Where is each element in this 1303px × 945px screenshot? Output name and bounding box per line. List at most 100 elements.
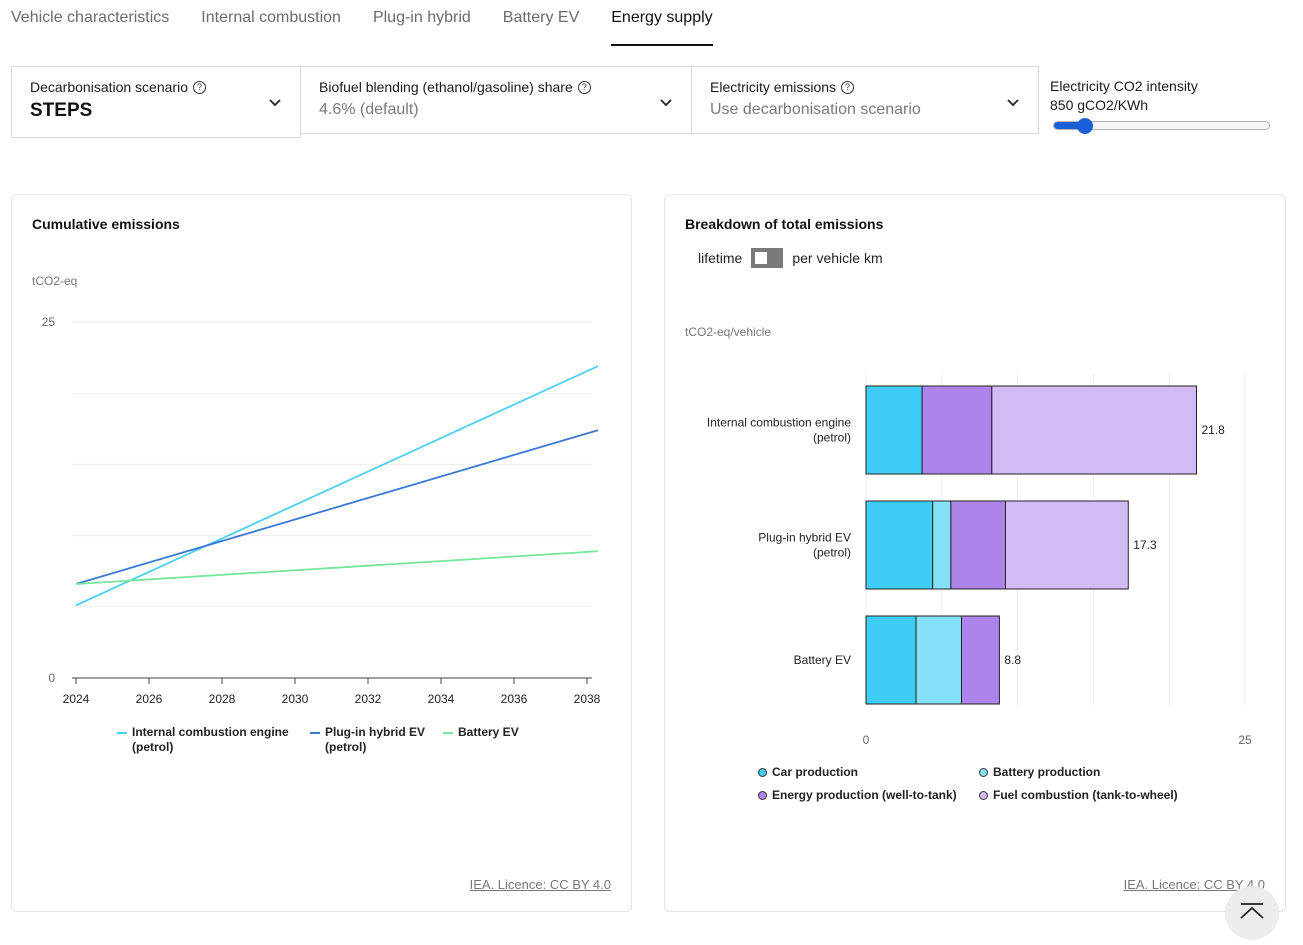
- co2-intensity-label: Electricity CO2 intensity: [1050, 78, 1198, 94]
- bar-segment-energy-production: [950, 500, 1006, 590]
- tab-plug-in-hybrid[interactable]: Plug-in hybrid: [372, 9, 471, 26]
- legend-swatch: [758, 768, 767, 777]
- legend-item-phev[interactable]: Plug-in hybrid EV (petrol): [310, 725, 435, 755]
- legend-swatch: [979, 768, 988, 777]
- toggle-label-lifetime: lifetime: [698, 250, 743, 266]
- biofuel-dropdown[interactable]: Biofuel blending (ethanol/gasoline) shar…: [301, 66, 692, 134]
- electricity-emissions-value: Use decarbonisation scenario: [710, 101, 921, 118]
- legend-swatch: [443, 732, 453, 734]
- lifetime-toggle-row: lifetime per vehicle km: [698, 248, 883, 268]
- y-tick-label: 25: [42, 315, 56, 329]
- x-tick-label: 2026: [136, 692, 163, 706]
- x-tick-label: 2024: [63, 692, 90, 706]
- legend-item-ice[interactable]: Internal combustion engine (petrol): [117, 725, 297, 755]
- electricity-emissions-label: Electricity emissions: [710, 79, 837, 95]
- legend-item-energy-production[interactable]: Energy production (well-to-tank): [758, 788, 957, 803]
- scenario-dropdown[interactable]: Decarbonisation scenario ? STEPS: [11, 66, 301, 138]
- x-tick-label: 2028: [209, 692, 236, 706]
- bar-chart-legend: Car production Battery production Energy…: [665, 763, 1287, 807]
- legend-item-bev[interactable]: Battery EV: [443, 725, 543, 740]
- legend-swatch: [117, 732, 127, 734]
- info-circle-icon[interactable]: ?: [841, 80, 855, 94]
- bar-segment-battery-production: [932, 500, 952, 590]
- slider-fill: [1054, 122, 1083, 129]
- bar-segment-car-production: [865, 500, 934, 590]
- bar-total-label: 21.8: [1201, 423, 1225, 437]
- x-tick-label: 2034: [428, 692, 455, 706]
- tab-battery-ev[interactable]: Battery EV: [502, 9, 580, 26]
- controls-row: Decarbonisation scenario ? STEPS Biofuel…: [11, 66, 1039, 138]
- series-line-ice: [75, 365, 599, 607]
- x-tick-label: 0: [863, 733, 870, 747]
- x-tick-label: 2032: [355, 692, 382, 706]
- lifetime-per-km-toggle[interactable]: [751, 248, 784, 268]
- x-tick-label: 2030: [282, 692, 309, 706]
- legend-swatch: [310, 732, 320, 734]
- arrow-up-to-top-icon: [1240, 903, 1264, 919]
- legend-item-battery-production[interactable]: Battery production: [979, 765, 1100, 780]
- biofuel-value: 4.6% (default): [319, 101, 419, 118]
- legend-label: Fuel combustion (tank-to-wheel): [993, 788, 1178, 802]
- chart-title: Breakdown of total emissions: [685, 216, 884, 232]
- scenario-value: STEPS: [30, 100, 93, 121]
- bar-segment-fuel-combustion: [991, 385, 1197, 475]
- chart-title: Cumulative emissions: [32, 216, 180, 232]
- legend-item-fuel-combustion[interactable]: Fuel combustion (tank-to-wheel): [979, 788, 1178, 803]
- legend-label: Internal combustion engine (petrol): [132, 725, 289, 754]
- info-circle-icon[interactable]: ?: [192, 80, 206, 94]
- biofuel-label-row: Biofuel blending (ethanol/gasoline) shar…: [319, 79, 673, 95]
- legend-label: Plug-in hybrid EV (petrol): [325, 725, 426, 754]
- legend-swatch: [979, 791, 988, 800]
- co2-intensity-value: 850 gCO2/KWh: [1050, 97, 1149, 113]
- co2-intensity-slider[interactable]: [1053, 121, 1270, 130]
- chevron-down-icon: [660, 99, 672, 107]
- bar-segment-fuel-combustion: [1004, 500, 1129, 590]
- x-axis-unit: tCO2-eq/vehicle: [685, 325, 772, 339]
- biofuel-label: Biofuel blending (ethanol/gasoline) shar…: [319, 79, 573, 95]
- y-axis-unit: tCO2-eq: [32, 274, 78, 288]
- electricity-emissions-dropdown[interactable]: Electricity emissions ? Use decarbonisat…: [692, 66, 1039, 134]
- tab-vehicle-characteristics[interactable]: Vehicle characteristics: [11, 9, 170, 26]
- scenario-label-row: Decarbonisation scenario ?: [30, 79, 282, 95]
- series-line-phev: [75, 429, 599, 585]
- legend-label: Car production: [772, 765, 858, 779]
- category-label: (petrol): [813, 431, 851, 445]
- y-tick-label: 0: [48, 671, 55, 685]
- x-tick-label: 2036: [501, 692, 528, 706]
- line-chart-legend: Internal combustion engine (petrol) Plug…: [12, 724, 633, 764]
- category-label: (petrol): [813, 546, 851, 560]
- cumulative-emissions-card: Cumulative emissions tCO2-eq 25 0 2024 2026…: [11, 194, 632, 912]
- toggle-knob: [755, 252, 768, 264]
- legend-item-car-production[interactable]: Car production: [758, 765, 858, 780]
- bar-segment-car-production: [865, 615, 917, 705]
- series-line-bev: [75, 550, 599, 585]
- category-label: Internal combustion engine: [707, 416, 851, 430]
- bar-segment-energy-production: [961, 615, 1000, 705]
- licence-link[interactable]: IEA. Licence: CC BY 4.0: [1123, 877, 1265, 892]
- legend-swatch: [758, 791, 767, 800]
- x-tick-label: 2038: [574, 692, 601, 706]
- scenario-label: Decarbonisation scenario: [30, 79, 188, 95]
- category-label: Plug-in hybrid EV: [758, 531, 851, 545]
- chevron-down-icon: [1007, 99, 1019, 107]
- slider-thumb[interactable]: [1077, 118, 1094, 134]
- bar-segment-car-production: [865, 385, 923, 475]
- legend-label: Battery EV: [458, 725, 519, 739]
- licence-link[interactable]: IEA. Licence: CC BY 4.0: [469, 877, 611, 892]
- x-tick-label: 25: [1238, 733, 1252, 747]
- tab-bar: Vehicle characteristics Internal combust…: [11, 0, 713, 46]
- cumulative-emissions-chart: 25 0 2024 2026 2028 2030 2032 2034 2036 2038: [42, 315, 601, 706]
- emissions-breakdown-card: Breakdown of total emissions lifetime pe…: [664, 194, 1286, 912]
- tab-energy-supply[interactable]: Energy supply: [611, 0, 713, 46]
- tab-internal-combustion[interactable]: Internal combustion: [201, 9, 341, 26]
- scroll-to-top-button[interactable]: [1225, 886, 1279, 940]
- legend-label: Energy production (well-to-tank): [772, 788, 957, 802]
- legend-label: Battery production: [993, 765, 1101, 779]
- co2-intensity-control: Electricity CO2 intensity 850 gCO2/KWh: [1050, 78, 1275, 134]
- category-label: Battery EV: [794, 653, 851, 667]
- bar-total-label: 17.3: [1133, 538, 1157, 552]
- toggle-label-per-km: per vehicle km: [792, 250, 883, 266]
- info-circle-icon[interactable]: ?: [577, 80, 591, 94]
- electricity-label-row: Electricity emissions ?: [710, 79, 1020, 95]
